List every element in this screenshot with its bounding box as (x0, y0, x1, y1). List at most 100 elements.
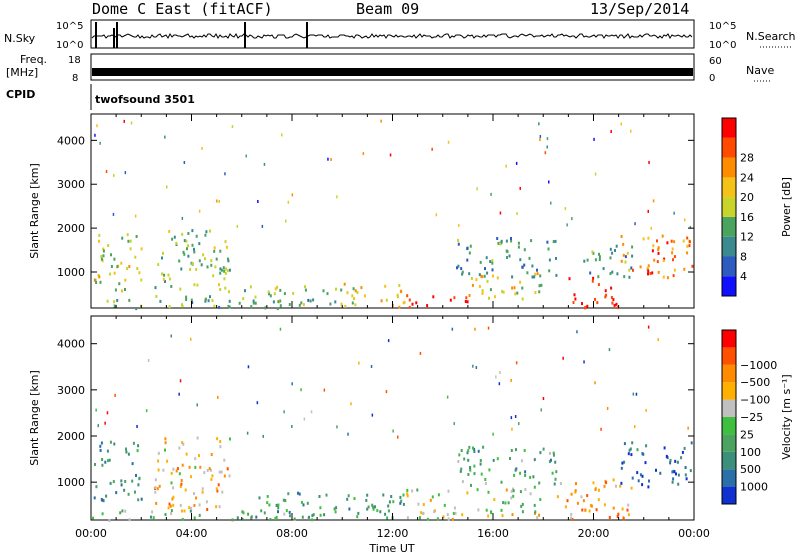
power-cell (611, 301, 614, 305)
power-cell (118, 282, 121, 286)
power-cell (113, 300, 116, 304)
power-cell (222, 266, 225, 270)
velocity-cell (268, 503, 271, 507)
velocity-cell (675, 472, 677, 476)
velocity-cell (523, 449, 526, 452)
velocity-cell (199, 465, 202, 469)
power-cell (526, 271, 529, 275)
velocity-cell (246, 431, 249, 435)
velocity-cell (575, 482, 577, 486)
velocity-cell (109, 440, 112, 444)
velocity-cell (470, 483, 472, 487)
velocity-cell (554, 460, 557, 464)
velocity-cell (473, 450, 476, 453)
power-cell (138, 271, 141, 275)
velocity-cell (548, 460, 551, 464)
velocity-cell (392, 500, 395, 504)
velocity-colorbar-tick: 25 (740, 428, 754, 441)
velocity-cell (219, 440, 222, 443)
nsky-tick-bottom: 10^0 (56, 40, 83, 51)
velocity-cell (247, 512, 250, 516)
power-cell (356, 291, 359, 294)
velocity-cell (512, 489, 515, 493)
velocity-cell (385, 390, 388, 394)
power-colorbar-tick: 8 (740, 250, 747, 263)
velocity-cell (269, 518, 272, 521)
power-cell (94, 278, 97, 282)
velocity-cell (484, 482, 487, 485)
velocity-cell (436, 517, 439, 521)
velocity-cell (495, 375, 497, 379)
power-cell (631, 245, 634, 249)
velocity-cell (115, 491, 118, 495)
power-cell (479, 260, 482, 264)
velocity-cell (402, 493, 405, 497)
power-ytick-label: 3000 (57, 178, 85, 191)
power-cell (224, 286, 227, 290)
velocity-cell (600, 427, 602, 431)
velocity-ylabel: Slant Range [km] (28, 370, 41, 466)
power-cell (683, 267, 686, 271)
power-cell (302, 303, 305, 307)
velocity-colorbar-segment (722, 399, 736, 418)
power-cell (486, 271, 489, 275)
velocity-cell (466, 491, 469, 495)
power-cell (362, 152, 365, 156)
power-cell (218, 200, 220, 203)
velocity-cell (125, 447, 127, 451)
power-cell (673, 240, 676, 244)
power-cell (552, 240, 555, 244)
velocity-cell (101, 512, 104, 516)
power-cell (206, 265, 209, 269)
velocity-cell (621, 507, 624, 511)
velocity-cell (598, 488, 600, 492)
power-cell (593, 137, 595, 141)
power-cell (182, 250, 185, 254)
velocity-cell (504, 501, 507, 505)
velocity-cell (106, 411, 109, 415)
velocity-cell (454, 511, 457, 515)
power-cell (98, 239, 100, 243)
velocity-cell (376, 509, 379, 513)
velocity-cell (488, 468, 491, 472)
power-cell (161, 272, 164, 276)
power-cell (163, 273, 166, 277)
power-cell (219, 271, 222, 275)
velocity-cell (564, 505, 567, 509)
power-cell (398, 305, 401, 309)
power-cell (517, 245, 520, 249)
velocity-cell (477, 449, 480, 453)
velocity-cell (216, 437, 219, 441)
velocity-colorbar-label: Velocity [m s⁻¹] (780, 374, 793, 459)
power-cell (287, 200, 290, 204)
power-cell (204, 297, 207, 301)
velocity-cell (540, 408, 542, 412)
power-cell (686, 251, 689, 255)
power-cell (113, 304, 116, 308)
power-cell (223, 277, 226, 281)
power-cell (596, 301, 599, 305)
power-cell (602, 267, 605, 271)
power-cell (591, 250, 594, 254)
power-cell (244, 289, 246, 293)
velocity-cell (124, 509, 127, 513)
velocity-cell (647, 325, 650, 329)
power-cell (204, 299, 207, 303)
velocity-cell (170, 509, 173, 513)
power-cell (620, 235, 623, 238)
velocity-cell (623, 442, 626, 446)
velocity-cell (515, 361, 518, 365)
velocity-cell (501, 514, 504, 518)
power-cell (499, 211, 502, 215)
power-colorbar-segment (722, 157, 736, 178)
velocity-cell (648, 479, 650, 483)
power-cell (534, 291, 537, 295)
date-label: 13/Sep/2014 (590, 0, 689, 18)
power-cell (408, 305, 411, 309)
power-cell (465, 296, 468, 300)
velocity-cell (334, 510, 337, 514)
velocity-cell (169, 504, 172, 508)
velocity-cell (350, 402, 352, 406)
velocity-cell (542, 397, 545, 400)
velocity-cell (641, 452, 644, 456)
